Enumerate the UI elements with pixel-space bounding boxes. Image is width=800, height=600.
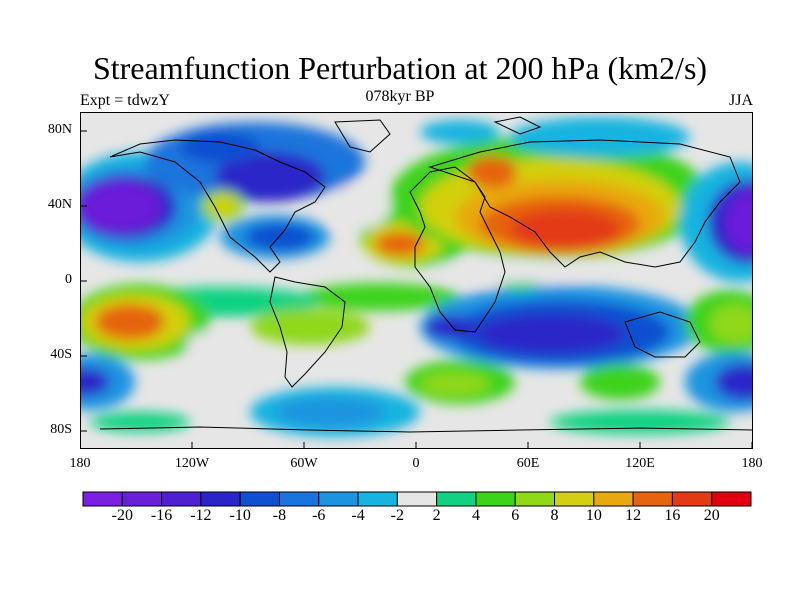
lon-label-180w: 180 xyxy=(69,456,91,471)
colorbar-tick-label: 12 xyxy=(625,507,642,524)
lon-label-0: 0 xyxy=(412,456,420,471)
period-label: 078kyr BP xyxy=(365,88,435,105)
lat-label-80s: 80S xyxy=(50,422,72,437)
colorbar-box xyxy=(161,491,202,507)
lat-label-40n: 40N xyxy=(47,197,72,212)
colorbar-tick-label: -16 xyxy=(150,507,173,524)
colorbar-box xyxy=(121,491,163,507)
lon-label-120w: 120W xyxy=(174,456,210,471)
lon-label-60w: 60W xyxy=(290,456,318,471)
colorbar-tick-label: -10 xyxy=(229,507,251,524)
coastlines xyxy=(99,116,753,433)
streamfunction-map xyxy=(80,112,753,449)
season-label: JJA xyxy=(728,92,753,109)
colorbar-tick-label: 2 xyxy=(432,507,441,524)
colorbar-tick-label: -2 xyxy=(390,507,404,524)
colorbar-box xyxy=(278,491,320,507)
map-panel xyxy=(80,112,753,449)
lat-label-equator: 0 xyxy=(65,272,72,287)
colorbar-box xyxy=(711,491,752,507)
colorbar-tick-label: 16 xyxy=(664,507,681,524)
lat-label-80n: 80N xyxy=(47,122,72,137)
colorbar-tick-label: 6 xyxy=(511,507,520,524)
colorbar-box xyxy=(239,491,280,507)
lon-label-120e: 120E xyxy=(625,456,655,471)
colorbar-box xyxy=(593,491,634,507)
colorbar-box xyxy=(554,491,595,507)
colorbar-box xyxy=(318,491,359,507)
colorbar xyxy=(82,491,752,507)
colorbar-box xyxy=(514,491,556,507)
colorbar-tick-label: 20 xyxy=(703,507,720,524)
colorbar-box xyxy=(82,491,123,507)
colorbar-box xyxy=(357,491,398,507)
colorbar-tick-label: -6 xyxy=(312,507,326,524)
colorbar-box xyxy=(436,491,477,507)
colorbar-box xyxy=(671,491,713,507)
chart-title: Streamfunction Perturbation at 200 hPa (… xyxy=(92,50,708,86)
colorbar-tick-label: -12 xyxy=(190,507,212,524)
colorbar-tick-label: 4 xyxy=(471,507,480,524)
experiment-label: Expt = tdwzY xyxy=(80,92,170,109)
colorbar-box xyxy=(396,491,438,507)
colorbar-box xyxy=(200,491,241,507)
colorbar-tick-label: 8 xyxy=(550,507,559,524)
colorbar-box xyxy=(475,491,516,507)
lon-label-60e: 60E xyxy=(516,456,540,471)
colorbar-tick-label: -4 xyxy=(351,507,365,524)
map-ticks xyxy=(80,130,753,449)
lat-label-40s: 40S xyxy=(50,347,72,362)
lon-label-180e: 180 xyxy=(741,456,763,471)
colorbar-tick-label: -20 xyxy=(111,507,133,524)
colorbar-tick-label: -8 xyxy=(272,507,287,524)
colorbar-tick-label: 10 xyxy=(585,507,602,524)
colorbar-box xyxy=(632,491,673,507)
